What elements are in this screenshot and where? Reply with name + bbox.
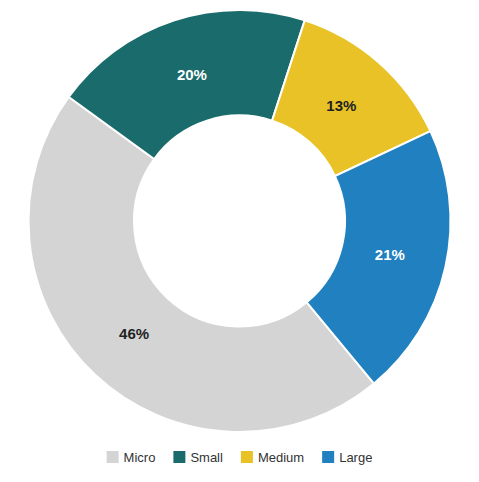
legend-swatch (173, 451, 185, 463)
slice (307, 131, 451, 383)
data-label: 20% (177, 66, 207, 83)
chart: 46% 20% 13% 21% Micro Small Medium Large (0, 0, 479, 482)
legend: Micro Small Medium Large (107, 450, 373, 465)
legend-item: Medium (241, 450, 304, 465)
legend-swatch (322, 451, 334, 463)
data-label: 13% (326, 97, 356, 114)
legend-label: Small (190, 450, 223, 465)
data-label: 46% (119, 325, 149, 342)
data-label: 21% (375, 246, 405, 263)
slice (69, 10, 305, 159)
data-labels: 46% 20% 13% 21% (119, 66, 405, 342)
legend-label: Large (339, 450, 372, 465)
legend-label: Medium (258, 450, 304, 465)
legend-item: Small (173, 450, 223, 465)
legend-item: Large (322, 450, 372, 465)
legend-item: Micro (107, 450, 156, 465)
plot (28, 10, 450, 432)
legend-swatch (241, 451, 253, 463)
legend-label: Micro (124, 450, 156, 465)
legend-swatch (107, 451, 119, 463)
slices (28, 10, 450, 432)
